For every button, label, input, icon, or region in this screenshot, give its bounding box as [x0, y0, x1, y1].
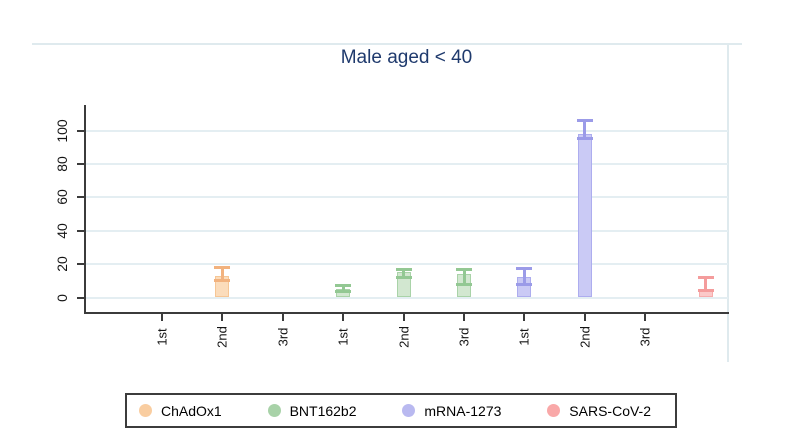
panel-border-top	[32, 43, 742, 45]
x-tick-label-mRNA-1273-2nd: 2nd	[577, 326, 593, 348]
legend-label-SARS-CoV-2: SARS-CoV-2	[569, 402, 651, 419]
y-axis-line	[84, 105, 86, 314]
legend-marker-BNT162b2	[267, 404, 281, 417]
errorbar-cap-low-BNT162b2-3rd	[456, 282, 472, 286]
x-tick-label-mRNA-1273-1st: 1st	[516, 328, 532, 346]
x-tick-BNT162b2-1st	[342, 313, 345, 321]
errorbar-stem-SARS-CoV-2	[704, 277, 708, 291]
y-tick-100	[77, 129, 85, 132]
legend: ChAdOx1 BNT162b2 mRNA-1273 SARS-CoV-2	[125, 393, 677, 428]
x-tick-mRNA-1273-2nd	[583, 313, 586, 321]
y-tick-label-0: 0	[54, 293, 70, 302]
errorbar-stem-BNT162b2-1st	[341, 285, 345, 292]
errorbar-cap-low-SARS-CoV-2	[697, 289, 714, 293]
y-tick-40	[77, 229, 85, 232]
legend-marker-ChAdOx1	[139, 404, 152, 417]
legend-label-mRNA-1273: mRNA-1273	[424, 402, 502, 419]
y-tick-60	[77, 196, 85, 199]
legend-label-ChAdOx1: ChAdOx1	[161, 402, 222, 419]
y-tick-label-100: 100	[54, 118, 70, 143]
legend-item-mRNA-1273: mRNA-1273	[402, 403, 501, 419]
legend-marker-mRNA-1273	[402, 404, 416, 417]
errorbar-cap-low-BNT162b2-1st	[335, 290, 352, 294]
gridline-100	[85, 129, 728, 132]
y-tick-label-60: 60	[54, 189, 70, 206]
errorbar-cap-low-ChAdOx1-2nd	[214, 279, 231, 283]
x-tick-ChAdOx1-3rd	[281, 313, 284, 321]
gridline-20	[85, 263, 728, 266]
y-tick-label-40: 40	[54, 222, 70, 239]
y-tick-label-80: 80	[54, 156, 70, 172]
x-tick-mRNA-1273-3rd	[644, 313, 647, 321]
x-tick-BNT162b2-3rd	[463, 313, 465, 321]
errorbar-stem-BNT162b2-3rd	[462, 269, 466, 285]
errorbar-cap-high-ChAdOx1-2nd	[214, 265, 231, 269]
legend-item-ChAdOx1: ChAdOx1	[139, 403, 222, 419]
gridline-80	[85, 162, 728, 165]
y-tick-label-20: 20	[54, 256, 70, 272]
x-tick-ChAdOx1-1st	[161, 313, 163, 321]
errorbar-cap-high-mRNA-1273-2nd	[576, 118, 593, 122]
errorbar-cap-high-BNT162b2-1st	[335, 284, 352, 288]
x-tick-ChAdOx1-2nd	[221, 313, 224, 321]
gridline-40	[85, 229, 728, 232]
x-tick-label-mRNA-1273-3rd: 3rd	[637, 327, 653, 347]
errorbar-stem-mRNA-1273-2nd	[583, 120, 587, 139]
x-tick-mRNA-1273-1st	[523, 313, 526, 321]
errorbar-cap-high-BNT162b2-3rd	[456, 267, 472, 271]
legend-label-BNT162b2: BNT162b2	[289, 402, 357, 419]
y-tick-80	[77, 162, 85, 165]
x-tick-label-BNT162b2-1st: 1st	[335, 328, 351, 346]
panel-border-right	[727, 43, 729, 362]
x-axis-line	[84, 312, 729, 314]
x-tick-BNT162b2-2nd	[402, 313, 405, 321]
legend-marker-SARS-CoV-2	[547, 404, 561, 417]
y-tick-20	[77, 263, 85, 266]
gridline-60	[85, 196, 728, 199]
legend-item-BNT162b2: BNT162b2	[267, 402, 357, 419]
x-tick-label-ChAdOx1-1st: 1st	[154, 328, 170, 346]
errorbar-cap-high-BNT162b2-2nd	[395, 268, 412, 272]
x-tick-label-ChAdOx1-2nd: 2nd	[214, 326, 230, 348]
x-tick-label-ChAdOx1-3rd: 3rd	[275, 327, 291, 347]
chart-title: Male aged < 40	[340, 47, 473, 68]
legend-item-SARS-CoV-2: SARS-CoV-2	[547, 403, 651, 419]
x-tick-label-BNT162b2-2nd: 2nd	[396, 326, 412, 348]
errorbar-cap-low-mRNA-1273-2nd	[576, 137, 593, 141]
errorbar-cap-low-mRNA-1273-1st	[516, 283, 533, 287]
errorbar-cap-high-mRNA-1273-1st	[516, 266, 533, 270]
errorbar-stem-BNT162b2-2nd	[402, 269, 406, 278]
x-tick-label-BNT162b2-3rd: 3rd	[456, 327, 472, 347]
errorbar-stem-mRNA-1273-1st	[522, 268, 526, 285]
y-tick-0	[77, 296, 85, 299]
errorbar-cap-low-BNT162b2-2nd	[395, 275, 412, 279]
errorbar-stem-ChAdOx1-2nd	[220, 267, 224, 281]
errorbar-cap-high-SARS-CoV-2	[697, 275, 714, 279]
gridline-0	[85, 296, 728, 299]
